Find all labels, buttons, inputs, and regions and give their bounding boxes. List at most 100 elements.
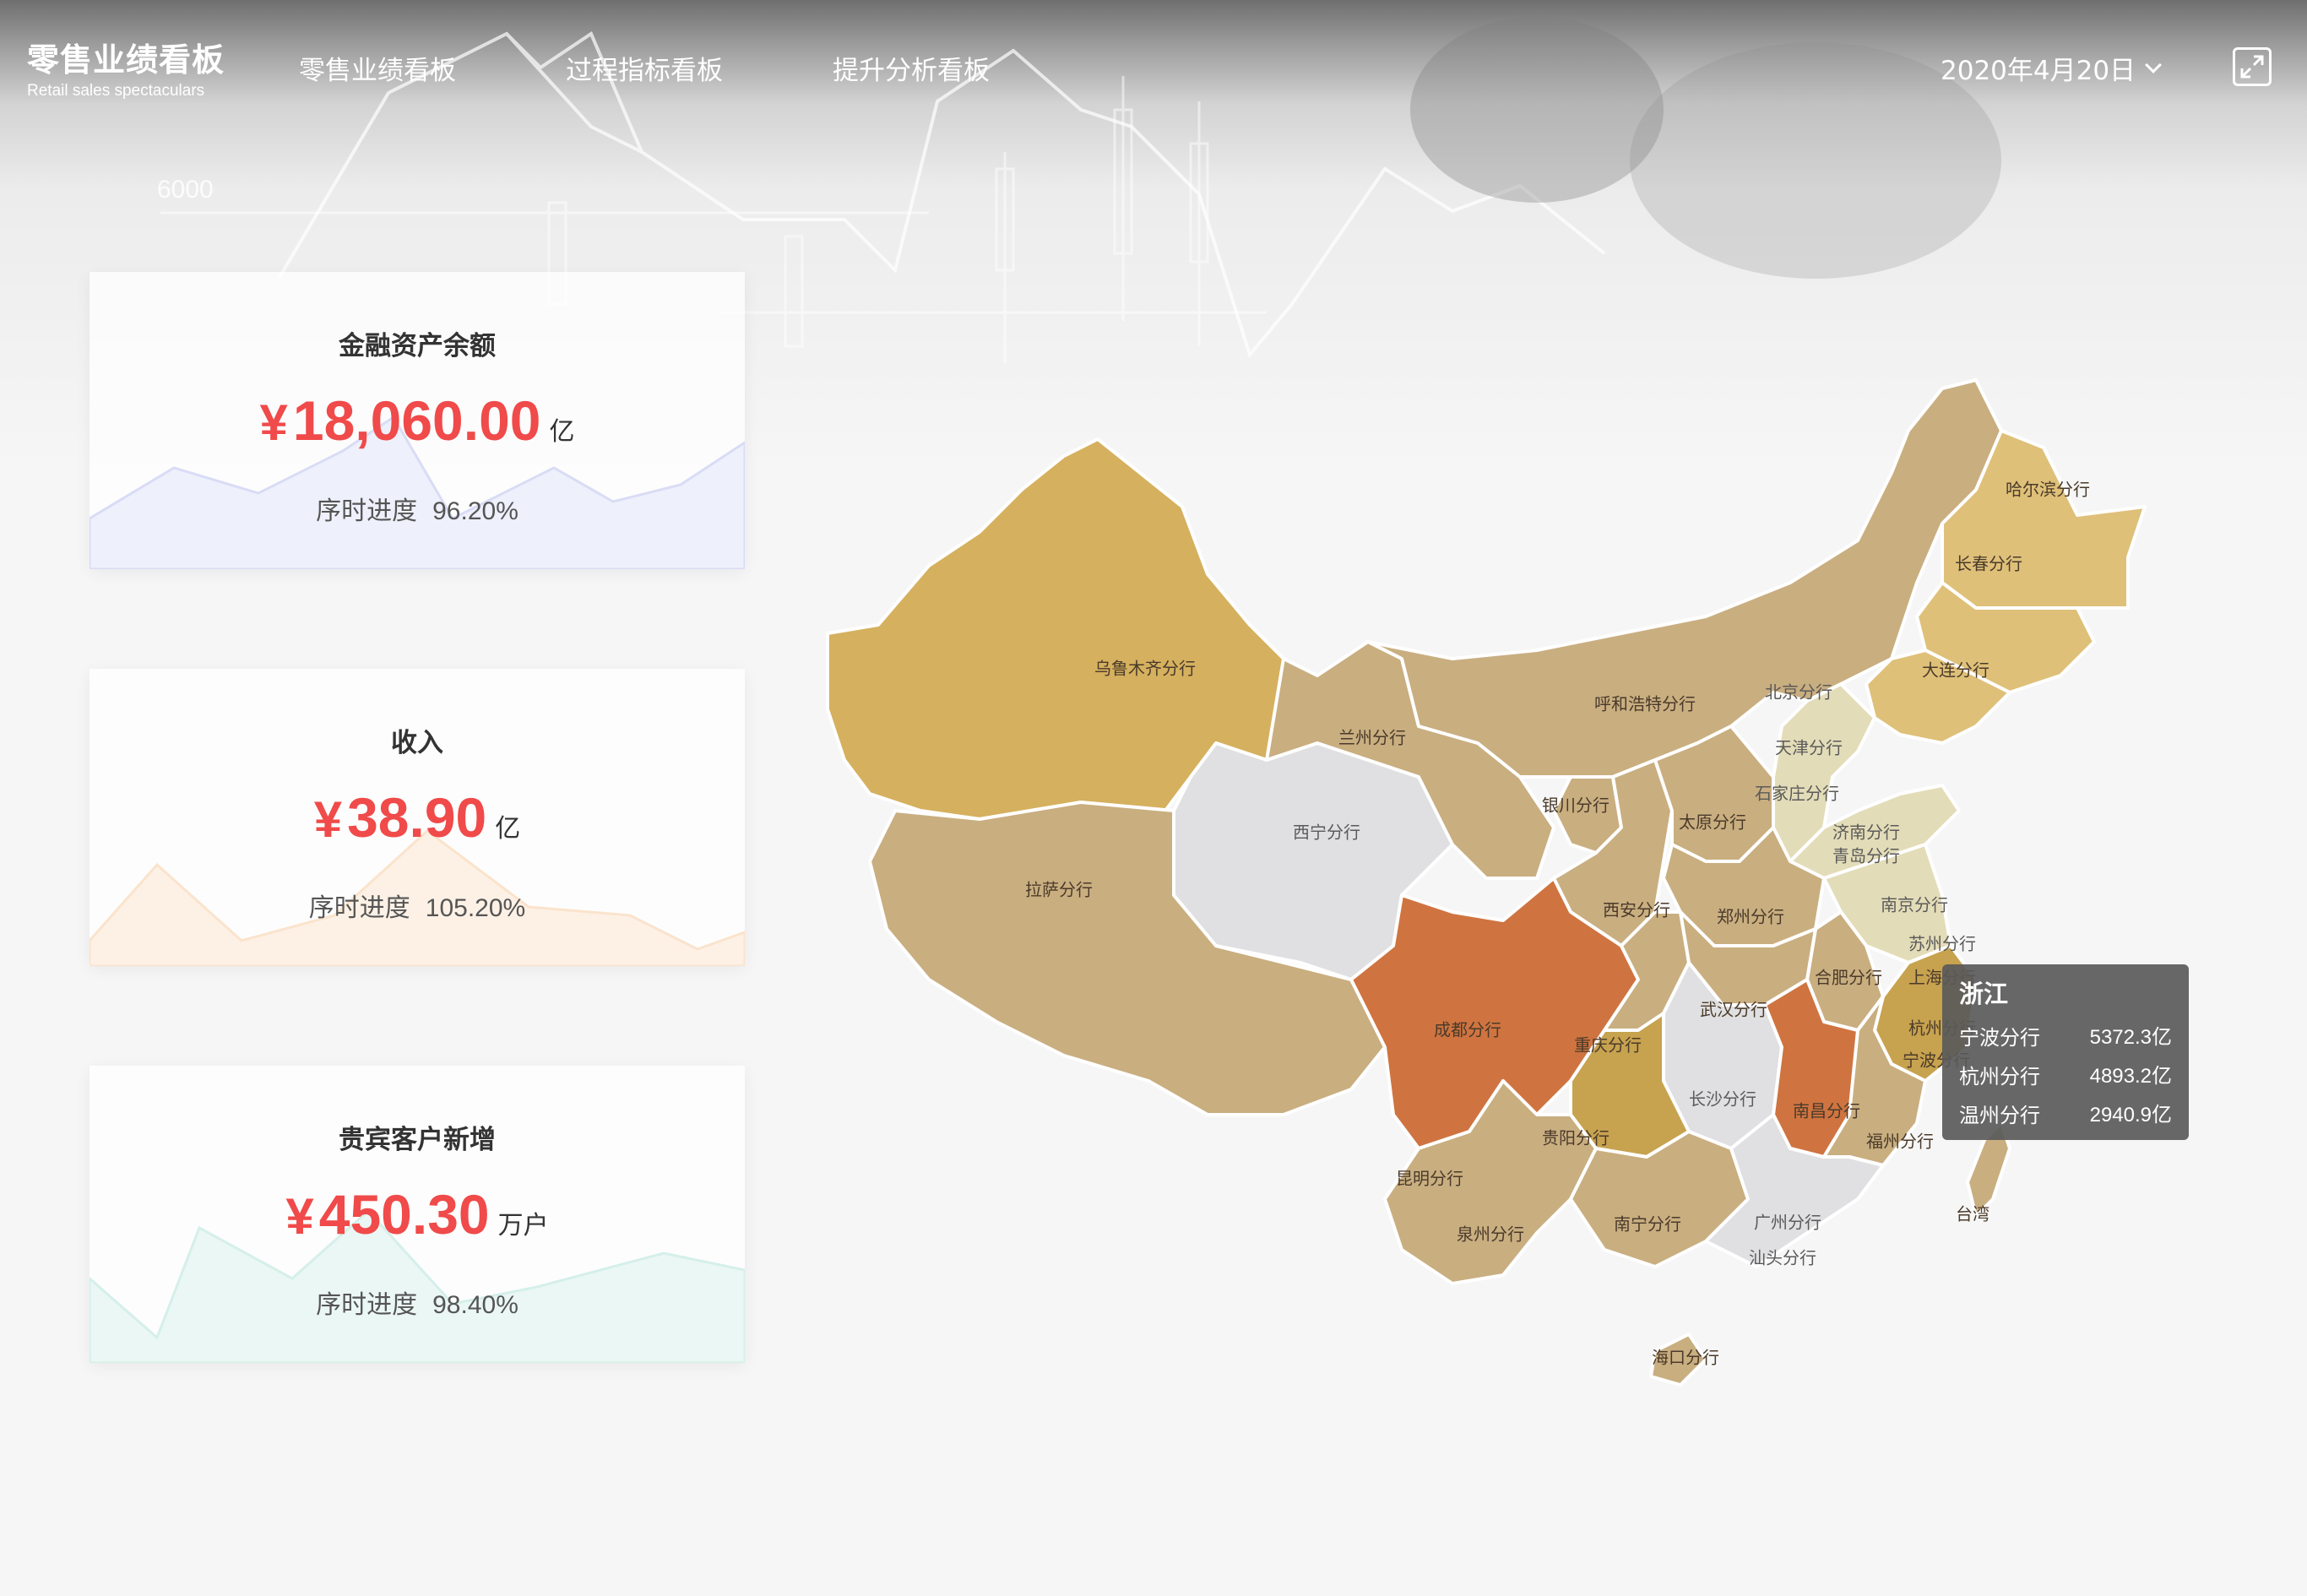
card-sparkline [90,829,745,966]
map-label: 呼和浩特分行 [1594,693,1696,714]
card-value: ¥450.30 万户 [90,1182,745,1246]
region-guangdong [1704,1113,1885,1268]
map-label: 泉州分行 [1457,1224,1524,1245]
currency-symbol: ¥ [313,791,343,848]
map-label: 石家庄分行 [1755,783,1839,804]
card-title: 贵宾客户新增 [339,1125,496,1155]
brand: 零售业绩看板 Retail sales spectaculars [27,34,225,100]
map-label: 长沙分行 [1689,1088,1756,1110]
tooltip-row-value: 2940.9亿 [2089,1104,2172,1126]
date-selector[interactable]: 2020年4月20日 [1941,49,2162,87]
tooltip-row-value: 4893.2亿 [2089,1065,2172,1088]
map-label: 大连分行 [1922,660,1989,681]
map-svg [826,378,2147,1387]
currency-symbol: ¥ [259,394,288,451]
map-label: 青岛分行 [1832,845,1900,866]
kpi-card-financial-assets: 金融资产余额 ¥18,060.00 亿 序时进度 96.20% [90,272,745,569]
tooltip-row-name: 宁波分行 [1959,1026,2040,1050]
card-title: 收入 [391,728,443,758]
card-progress: 序时进度 98.40% [90,1284,745,1321]
app-title: 零售业绩看板 [27,41,225,79]
map-label: 长春分行 [1955,553,2022,574]
map-label: 西宁分行 [1293,822,1360,843]
region-henan [1662,826,1826,947]
map-label: 贵阳分行 [1542,1127,1609,1148]
progress-value: 96.20% [432,497,518,525]
tooltip-row-value: 5372.3亿 [2089,1026,2172,1049]
kpi-card-vip-customers: 贵宾客户新增 ¥450.30 万户 序时进度 98.40% [90,1066,745,1363]
map-label: 南宁分行 [1614,1213,1681,1235]
background-axis-tick: 6000 [157,176,214,204]
map-label: 乌鲁木齐分行 [1094,658,1196,679]
progress-value: 105.20% [425,894,526,922]
fullscreen-button[interactable] [2233,47,2272,86]
card-progress: 序时进度 105.20% [90,887,745,924]
map-label: 哈尔滨分行 [2006,479,2090,500]
map-label: 天津分行 [1775,737,1843,758]
china-branch-map[interactable]: 乌鲁木齐分行 拉萨分行 西宁分行 兰州分行 呼和浩特分行 银川分行 哈尔滨分行 … [811,304,2162,1402]
map-label: 兰州分行 [1338,727,1406,748]
card-title: 金融资产余额 [339,331,496,361]
top-header: 零售业绩看板 Retail sales spectaculars 零售业绩看板 … [0,0,2307,135]
tooltip-row-name: 杭州分行 [1959,1065,2040,1088]
card-value-unit: 亿 [495,814,521,844]
map-label: 海口分行 [1652,1347,1719,1368]
card-sparkline [90,417,745,569]
nav-tab-improvement-analysis[interactable]: 提升分析看板 [833,56,990,86]
map-label: 南昌分行 [1793,1100,1860,1121]
progress-label: 序时进度 [308,893,410,923]
card-progress: 序时进度 96.20% [90,490,745,527]
expand-icon [2240,55,2264,79]
region-hainan [1649,1333,1707,1387]
map-label: 拉萨分行 [1025,879,1093,900]
card-value: ¥38.90 亿 [90,785,745,850]
map-tooltip: 浙江 宁波分行 5372.3亿 杭州分行 4893.2亿 温州分行 2940.9… [1942,964,2189,1140]
card-value: ¥18,060.00 亿 [90,388,745,453]
map-label: 北京分行 [1765,681,1832,703]
map-label: 广州分行 [1754,1212,1821,1233]
region-inner-mongolia [1366,378,2003,779]
region-fujian [1822,995,1927,1167]
progress-value: 98.40% [432,1291,518,1319]
map-label: 合肥分行 [1815,967,1882,988]
card-value-number: 38.90 [347,786,487,849]
map-label: 南京分行 [1881,894,1948,915]
card-value-number: 18,060.00 [292,389,541,452]
region-jilin [1915,581,2096,694]
map-label: 成都分行 [1434,1019,1501,1040]
map-label: 台湾 [1956,1203,1989,1224]
nav-tab-retail-performance[interactable]: 零售业绩看板 [299,56,456,86]
progress-label: 序时进度 [316,497,418,526]
map-label: 福州分行 [1866,1131,1934,1152]
chevron-down-icon [2145,56,2162,73]
tooltip-title: 浙江 [1959,980,2009,1008]
nav-tab-process-indicators[interactable]: 过程指标看板 [566,56,723,86]
background-chart-decoration [160,17,2001,363]
region-tibet [868,801,1387,1116]
currency-symbol: ¥ [285,1188,314,1245]
map-label: 银川分行 [1542,795,1609,816]
tooltip-row: 温州分行 2940.9亿 [1959,1096,2172,1135]
map-label: 济南分行 [1832,822,1900,843]
card-value-unit: 万户 [497,1211,549,1240]
map-label: 郑州分行 [1717,906,1784,927]
card-value-number: 450.30 [318,1183,490,1246]
progress-label: 序时进度 [316,1290,418,1320]
map-label: 苏州分行 [1908,933,1976,954]
map-label: 汕头分行 [1749,1247,1816,1268]
tooltip-row-name: 温州分行 [1959,1104,2040,1127]
app-subtitle: Retail sales spectaculars [27,82,205,100]
date-value: 2020年4月20日 [1941,56,2136,86]
map-label: 武汉分行 [1700,999,1767,1020]
map-label: 西安分行 [1603,899,1670,920]
card-sparkline [90,1208,745,1363]
kpi-card-revenue: 收入 ¥38.90 亿 序时进度 105.20% [90,669,745,966]
map-label: 重庆分行 [1574,1034,1642,1056]
region-liaoning [1865,649,2011,745]
map-label: 太原分行 [1679,812,1746,833]
map-label: 昆明分行 [1396,1168,1463,1189]
card-value-unit: 亿 [549,417,575,447]
tooltip-row: 杭州分行 4893.2亿 [1959,1057,2172,1096]
tooltip-row: 宁波分行 5372.3亿 [1959,1018,2172,1057]
region-gansu [1265,640,1555,880]
